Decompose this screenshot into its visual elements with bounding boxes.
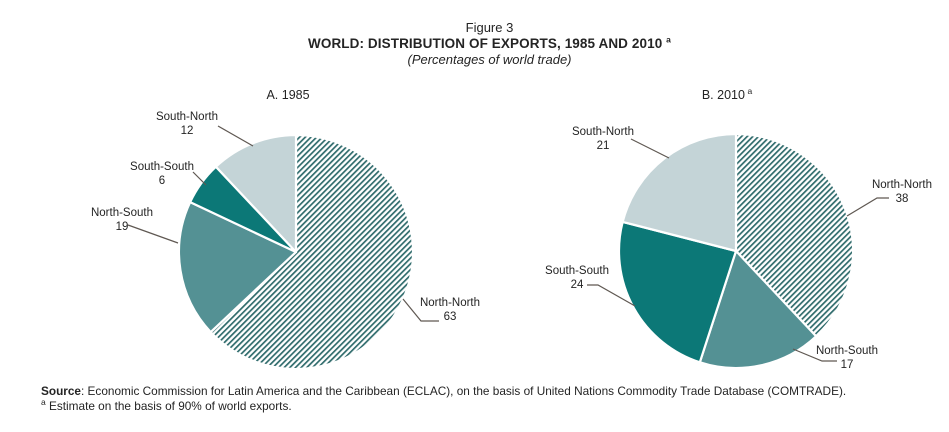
footnote-line: a Estimate on the basis of 90% of world … (41, 397, 929, 414)
source-line: Source: Economic Commission for Latin Am… (41, 384, 929, 399)
slice-north-north-b-2010 (734, 132, 855, 338)
slice-label-north-north-b-2010: North-North 38 (842, 179, 949, 206)
figure-title-footnote-marker: a (666, 34, 671, 45)
slice-label-text: South-South (130, 161, 194, 173)
footnote-marker: a (41, 397, 46, 408)
slice-label-text: South-North (155, 111, 218, 123)
leader-north-south-b-2010 (792, 348, 837, 362)
slice-label-value: 6 (158, 174, 166, 187)
slice-south-north-b-2010 (621, 132, 738, 253)
leader-south-north-a-1985 (217, 125, 254, 147)
footnote-text: Estimate on the basis of 90% of world ex… (45, 399, 292, 413)
slice-label-text: North-South (815, 345, 878, 357)
figure-header: Figure 3 WORLD: DISTRIBUTION OF EXPORTS,… (30, 20, 949, 67)
leader-south-south-a-1985 (192, 171, 207, 186)
slice-label-value: 38 (895, 192, 909, 205)
pie-b-2010 (587, 132, 889, 370)
slice-label-north-south-a-1985: North-South 19 (62, 207, 182, 234)
panel-title-1985-text: A. 1985 (266, 88, 310, 102)
pie-a-1985 (127, 125, 439, 371)
slice-label-south-north-a-1985: South-North 12 (127, 111, 247, 138)
slice-label-south-north-b-2010: South-North 21 (543, 126, 663, 153)
slice-label-text: North-South (90, 207, 153, 219)
slice-label-value: 12 (180, 124, 194, 137)
panel-title-2010-text: B. 2010 (701, 88, 745, 102)
source-text: : Economic Commission for Latin America … (81, 384, 847, 398)
slice-label-south-south-a-1985: South-South 6 (102, 161, 222, 188)
slice-label-value: 19 (115, 220, 129, 233)
slice-label-text: South-North (571, 126, 634, 138)
source-note: Source: Economic Commission for Latin Am… (41, 384, 929, 414)
slice-south-south-b-2010 (617, 220, 738, 364)
source-label: Source (41, 384, 81, 398)
panel-title-2010-superscript: a (747, 85, 753, 96)
figure-title-text: WORLD: DISTRIBUTION OF EXPORTS, 1985 AND… (308, 36, 663, 51)
slice-label-north-north-a-1985: North-North 63 (390, 297, 510, 324)
slice-label-value: 24 (570, 278, 584, 291)
figure-title: WORLD: DISTRIBUTION OF EXPORTS, 1985 AND… (30, 34, 949, 51)
leader-south-south-b-2010 (587, 284, 636, 307)
slice-north-north-a-1985 (209, 133, 415, 371)
slice-label-north-south-b-2010: North-South 17 (787, 345, 907, 372)
slice-north-south-b-2010 (698, 249, 818, 370)
panel-title-1985: A. 1985 (238, 88, 338, 102)
slice-south-north-a-1985 (214, 133, 298, 254)
slice-label-text: North-North (871, 179, 933, 191)
panel-title-2010: B. 2010 a (677, 85, 777, 102)
slice-label-value: 21 (596, 139, 610, 152)
slice-north-south-a-1985 (177, 201, 298, 334)
leader-north-north-b-2010 (846, 197, 889, 217)
leader-south-north-b-2010 (630, 138, 670, 159)
leader-north-south-a-1985 (127, 224, 179, 244)
figure-number: Figure 3 (465, 20, 514, 35)
slice-label-value: 63 (443, 310, 457, 323)
leader-north-north-a-1985 (402, 298, 439, 322)
slice-label-text: North-North (419, 297, 481, 309)
slice-label-text: South-South (545, 265, 609, 277)
slice-label-south-south-b-2010: South-South 24 (517, 265, 637, 292)
figure-subtitle: (Percentages of world trade) (407, 52, 572, 67)
slice-label-value: 17 (840, 358, 854, 371)
